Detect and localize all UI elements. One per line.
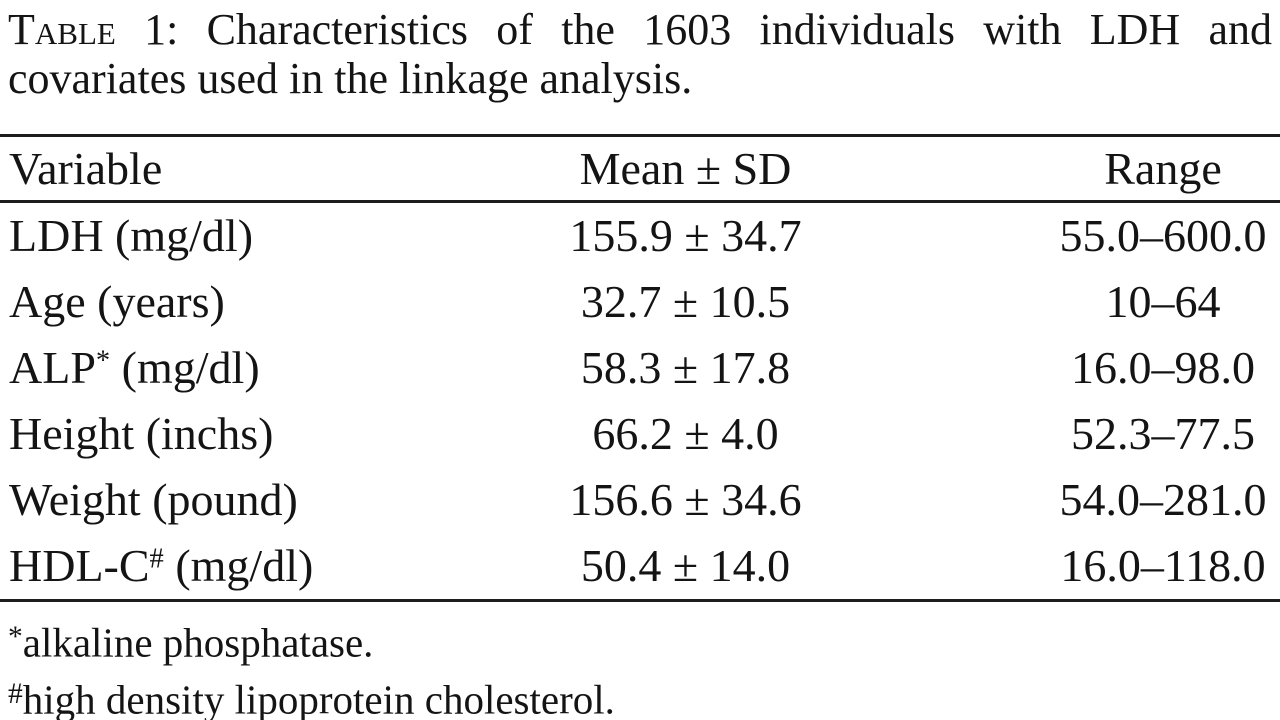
cell-range: 54.0–281.0 xyxy=(1059,474,1267,525)
table-row: LDH (mg/dl) 155.9 ± 34.7 55.0–600.0 xyxy=(0,203,1280,269)
cell-variable: Weight (pound) xyxy=(0,477,423,523)
cell-range: 10–64 xyxy=(1105,276,1221,327)
variable-name: LDH xyxy=(9,210,104,261)
variable-unit: (inchs) xyxy=(134,408,274,459)
table-caption: Table 1: Characteristics of the 1603 ind… xyxy=(0,0,1280,103)
column-header-variable: Variable xyxy=(9,142,163,194)
variable-unit: (pound) xyxy=(140,474,298,525)
cell-variable: Age (years) xyxy=(0,279,423,325)
table-rule-top xyxy=(0,134,1280,137)
cell-range: 52.3–77.5 xyxy=(1071,408,1255,459)
variable-name: HDL-C xyxy=(9,540,150,591)
cell-mean-sd: 32.7 ± 10.5 xyxy=(580,276,791,327)
cell-variable: HDL-C# (mg/dl) xyxy=(0,543,423,589)
table-row: HDL-C# (mg/dl) 50.4 ± 14.0 16.0–118.0 xyxy=(0,533,1280,599)
table-footnotes: *alkaline phosphatase. #high density lip… xyxy=(0,602,1280,720)
caption-text-1: Characteristics of the 1603 individuals … xyxy=(206,5,1272,54)
footnote-marker-asterisk: * xyxy=(8,621,23,653)
cell-range: 16.0–98.0 xyxy=(1071,342,1255,393)
cell-mean-sd: 50.4 ± 14.0 xyxy=(580,540,791,591)
footnote-text: alkaline phosphatase. xyxy=(22,619,374,666)
column-header-mean-sd: Mean ± SD xyxy=(579,142,792,194)
variable-name: ALP xyxy=(9,342,96,393)
cell-variable: LDH (mg/dl) xyxy=(0,213,423,259)
variable-name: Age xyxy=(9,276,86,327)
variable-unit: (mg/dl) xyxy=(163,540,314,591)
variable-marker: # xyxy=(149,543,164,575)
table-rule-bottom xyxy=(0,599,1280,602)
cell-mean-sd: 156.6 ± 34.6 xyxy=(569,474,802,525)
cell-mean-sd: 155.9 ± 34.7 xyxy=(569,210,802,261)
cell-mean-sd: 66.2 ± 4.0 xyxy=(592,408,779,459)
cell-range: 55.0–600.0 xyxy=(1059,210,1267,261)
caption-line-2: covariates used in the linkage analysis. xyxy=(8,54,693,103)
variable-marker: * xyxy=(95,345,111,377)
variable-unit: (mg/dl) xyxy=(110,342,260,393)
footnote-alkaline-phosphatase: *alkaline phosphatase. xyxy=(8,611,1272,668)
cell-variable: ALP* (mg/dl) xyxy=(0,345,423,391)
caption-line-1: Table 1: Characteristics of the 1603 ind… xyxy=(8,5,1272,54)
table-row: Height (inchs) 66.2 ± 4.0 52.3–77.5 xyxy=(0,401,1280,467)
caption-table-number: Table 1: xyxy=(8,5,179,54)
table-row: Age (years) 32.7 ± 10.5 10–64 xyxy=(0,269,1280,335)
table-row: Weight (pound) 156.6 ± 34.6 54.0–281.0 xyxy=(0,467,1280,533)
cell-mean-sd: 58.3 ± 17.8 xyxy=(580,342,791,393)
table-row: ALP* (mg/dl) 58.3 ± 17.8 16.0–98.0 xyxy=(0,335,1280,401)
table-body: LDH (mg/dl) 155.9 ± 34.7 55.0–600.0 Age … xyxy=(0,203,1280,599)
table-header-row: Variable Mean ± SD Range xyxy=(0,137,1280,200)
variable-unit: (mg/dl) xyxy=(103,210,254,261)
footnote-hdl-cholesterol: #high density lipoprotein cholesterol. xyxy=(8,668,1272,720)
variable-name: Height xyxy=(9,408,135,459)
footnote-marker-hash: # xyxy=(8,678,23,711)
variable-name: Weight xyxy=(9,474,141,525)
cell-variable: Height (inchs) xyxy=(0,411,423,457)
table-rule-header xyxy=(0,200,1280,203)
variable-unit: (years) xyxy=(85,276,225,327)
footnote-text: high density lipoprotein cholesterol. xyxy=(22,676,615,720)
cell-range: 16.0–118.0 xyxy=(1060,540,1266,591)
column-header-range: Range xyxy=(1104,142,1222,194)
